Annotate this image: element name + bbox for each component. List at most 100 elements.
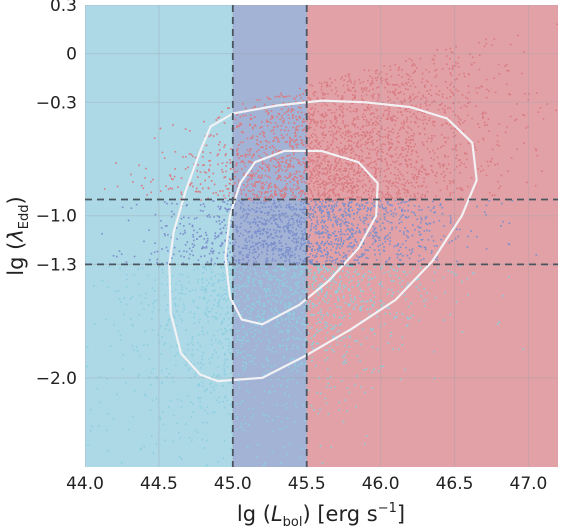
scatter-point [295, 240, 298, 243]
scatter-point [354, 173, 357, 176]
scatter-point [333, 177, 336, 179]
scatter-point [151, 287, 154, 289]
scatter-point [201, 355, 203, 357]
scatter-point [230, 203, 232, 206]
scatter-point [338, 401, 340, 404]
scatter-point [156, 377, 159, 379]
scatter-point [279, 218, 281, 220]
scatter-point [279, 331, 281, 334]
scatter-point [252, 407, 255, 410]
scatter-point [507, 243, 510, 245]
scatter-point [541, 170, 543, 172]
scatter-point [346, 182, 348, 184]
scatter-point [286, 227, 289, 229]
scatter-point [187, 166, 189, 169]
scatter-point [420, 295, 422, 297]
scatter-point [369, 308, 371, 310]
scatter-point [310, 190, 312, 192]
scatter-point [224, 154, 227, 157]
scatter-point [435, 181, 438, 184]
scatter-point [311, 347, 314, 349]
scatter-point [287, 377, 290, 380]
scatter-point [454, 237, 457, 240]
scatter-point [284, 306, 287, 309]
scatter-point [261, 313, 264, 316]
scatter-point [467, 97, 469, 100]
scatter-point [311, 263, 314, 265]
scatter-point [426, 140, 428, 143]
scatter-point [382, 151, 384, 154]
scatter-point [397, 69, 400, 71]
scatter-point [342, 189, 344, 192]
scatter-point [397, 244, 399, 247]
scatter-point [266, 248, 268, 251]
scatter-point [288, 140, 291, 143]
scatter-point [120, 253, 123, 255]
scatter-point [358, 199, 360, 201]
scatter-point [335, 86, 337, 89]
scatter-point [438, 163, 441, 165]
scatter-point [161, 248, 163, 250]
scatter-point [301, 311, 304, 314]
scatter-point [297, 360, 299, 362]
scatter-point [418, 133, 421, 135]
scatter-point [320, 208, 322, 210]
scatter-point [294, 256, 297, 259]
scatter-point [271, 385, 274, 387]
scatter-point [307, 240, 310, 243]
scatter-point [398, 85, 401, 88]
scatter-point [205, 290, 208, 293]
scatter-point [341, 245, 343, 248]
scatter-point [374, 253, 376, 256]
scatter-point [347, 276, 350, 278]
scatter-point [255, 272, 257, 274]
scatter-point [262, 186, 264, 188]
scatter-point [455, 144, 457, 146]
scatter-point [173, 414, 175, 417]
scatter-point [286, 169, 288, 171]
scatter-point [356, 340, 359, 342]
scatter-point [253, 184, 256, 186]
scatter-point [311, 344, 313, 346]
scatter-point [192, 236, 195, 238]
scatter-point [202, 333, 205, 335]
scatter-point [247, 277, 250, 279]
scatter-point [313, 111, 316, 113]
scatter-point [348, 281, 351, 284]
scatter-point [247, 179, 249, 181]
scatter-point [275, 248, 277, 250]
scatter-point [287, 129, 290, 132]
scatter-point [322, 173, 325, 175]
scatter-point [326, 312, 328, 314]
scatter-point [320, 392, 322, 395]
scatter-point [191, 289, 194, 291]
scatter-point [349, 79, 352, 82]
scatter-point [247, 270, 250, 272]
scatter-point [260, 309, 263, 311]
scatter-point [277, 250, 280, 252]
scatter-point [437, 266, 440, 269]
scatter-point [407, 236, 410, 238]
scatter-point [362, 290, 364, 293]
scatter-point [294, 291, 297, 294]
scatter-point [409, 195, 412, 197]
scatter-point [321, 216, 323, 218]
scatter-point [278, 164, 281, 166]
scatter-point [310, 228, 312, 230]
scatter-point [436, 172, 438, 174]
scatter-point [309, 176, 311, 179]
scatter-point [331, 278, 334, 281]
scatter-point [406, 229, 408, 232]
scatter-point [346, 233, 349, 235]
scatter-point [202, 203, 205, 205]
scatter-point [266, 232, 268, 235]
scatter-point [375, 152, 378, 155]
scatter-point [284, 296, 286, 299]
scatter-point [347, 205, 350, 208]
scatter-point [382, 180, 385, 183]
scatter-point [199, 191, 201, 193]
scatter-point [369, 131, 371, 133]
scatter-point [335, 117, 338, 120]
scatter-point [431, 101, 433, 104]
scatter-point [282, 404, 285, 407]
